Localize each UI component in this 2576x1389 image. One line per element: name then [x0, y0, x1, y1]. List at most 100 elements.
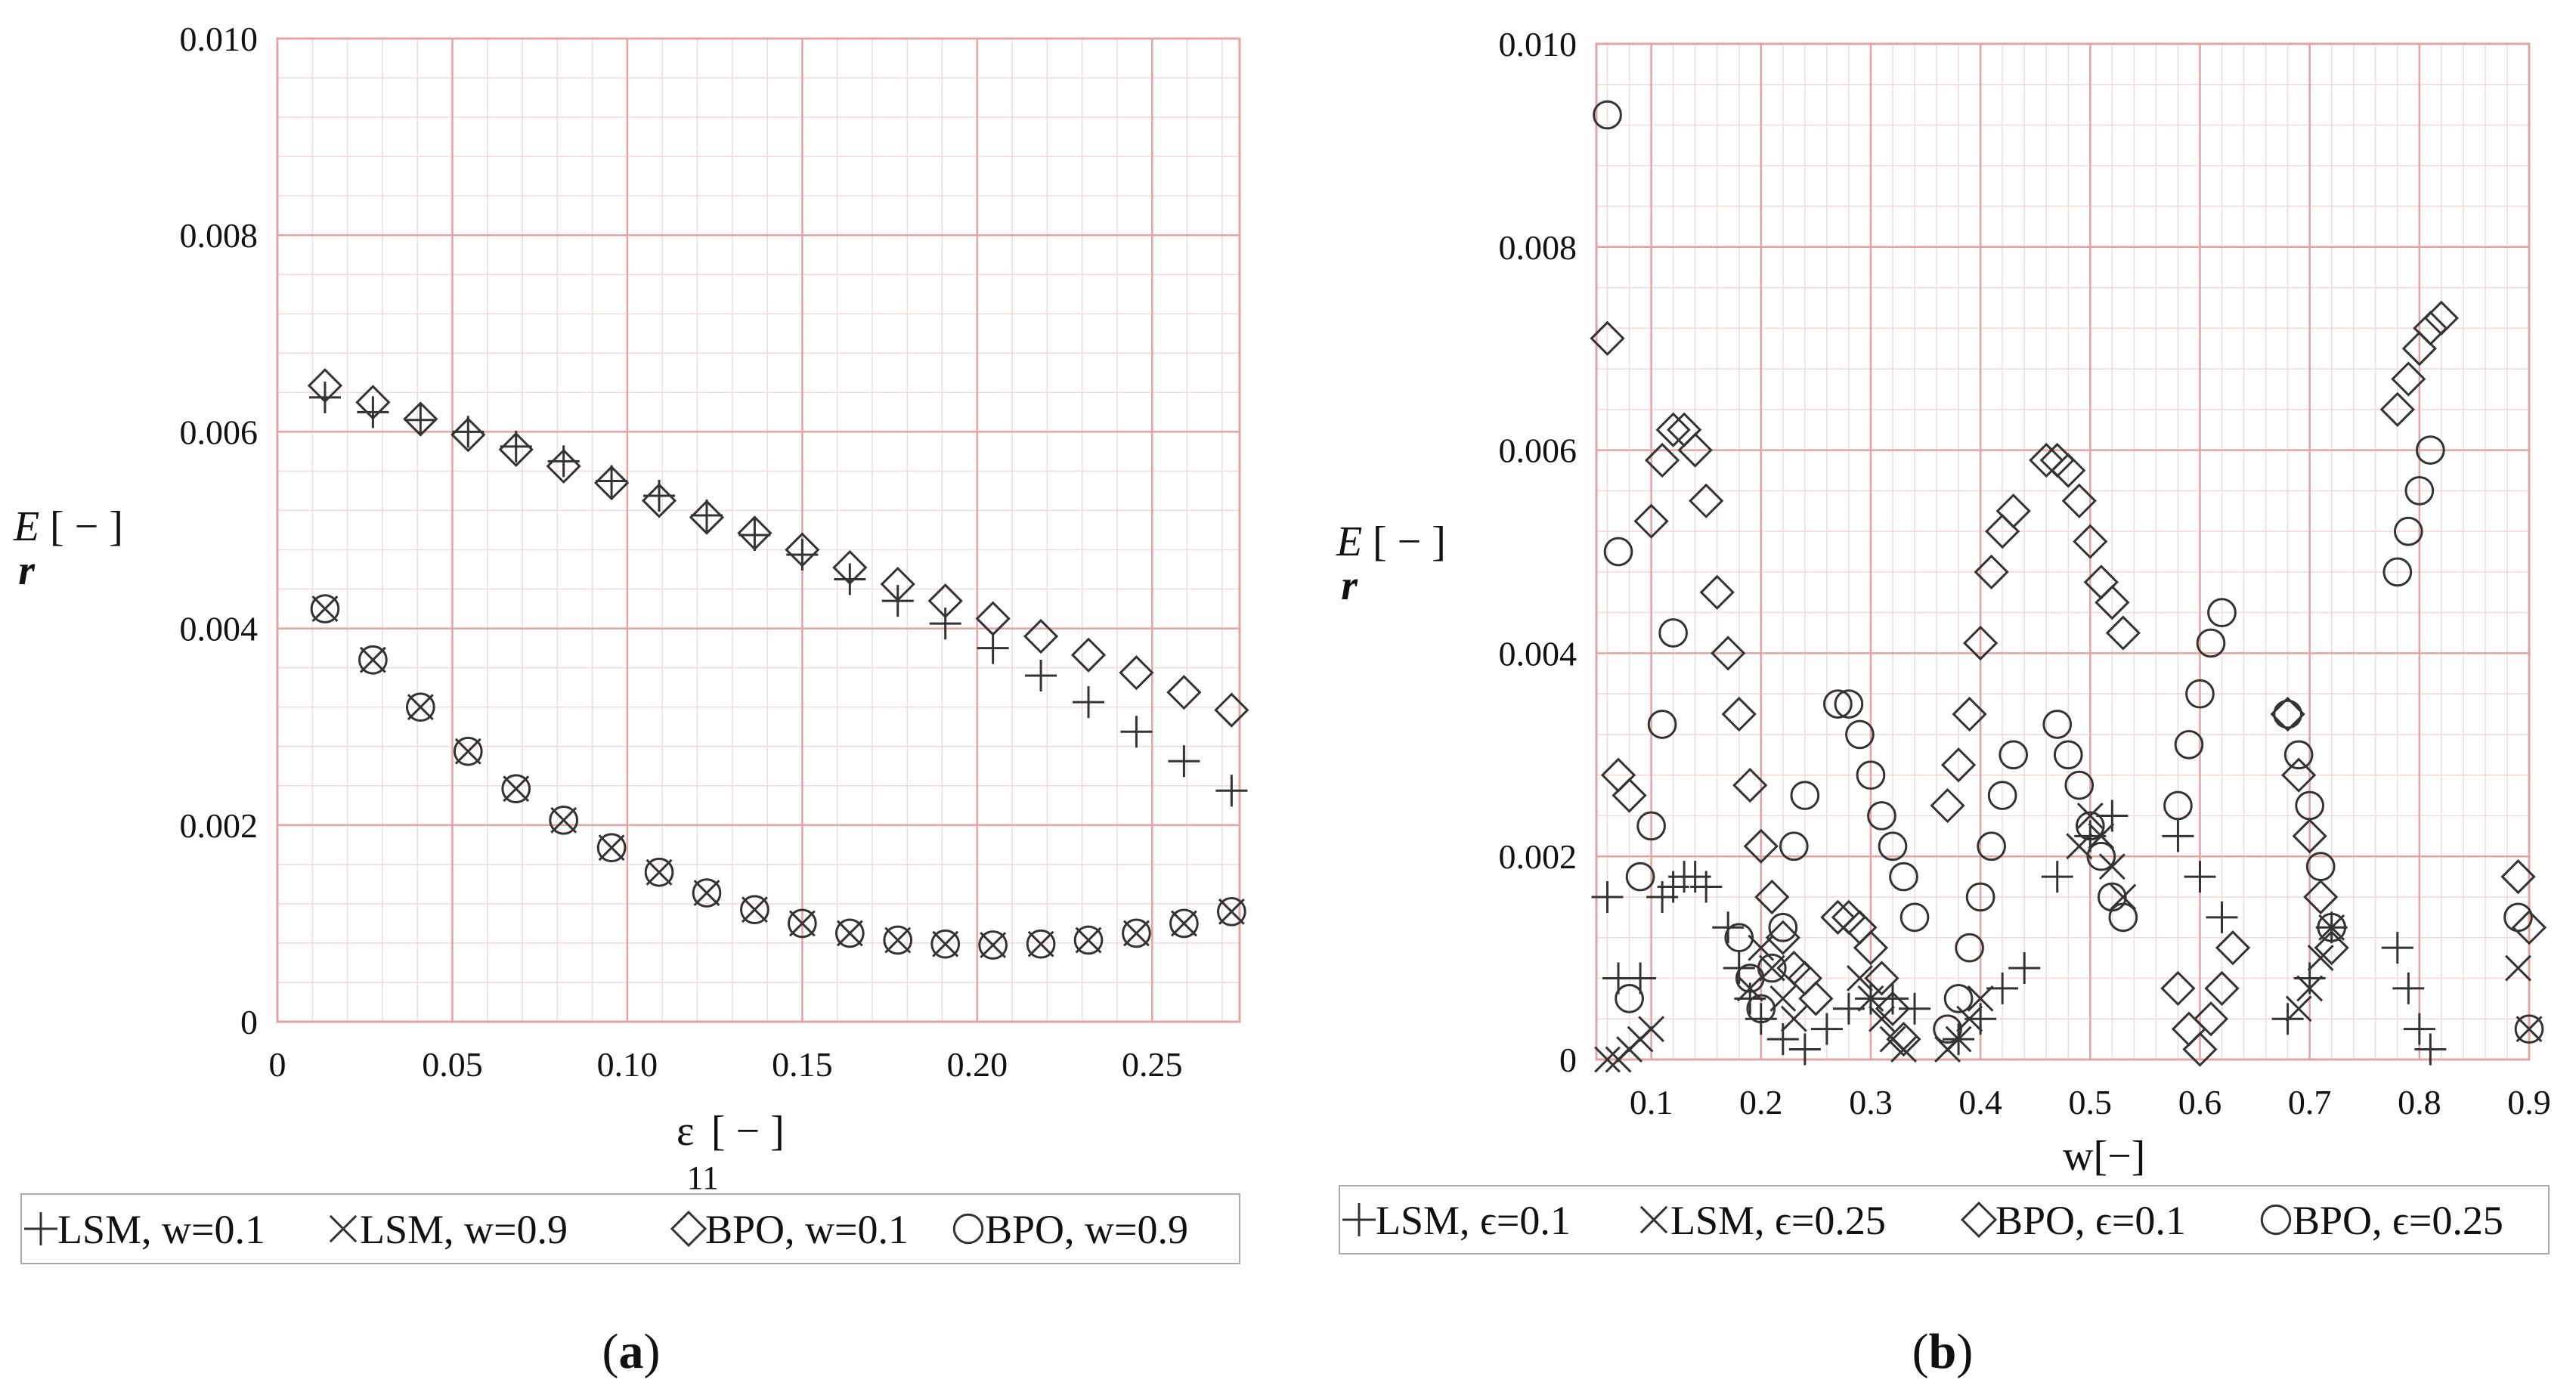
pb-data-point-diamond — [2413, 311, 2448, 346]
pa-data-point-circle — [1122, 918, 1151, 948]
pb-data-point-circle — [2382, 557, 2413, 587]
pb-data-point-circle — [1899, 902, 1930, 933]
pb-data-point-plus — [1690, 871, 1723, 903]
pa-data-point-diamond — [689, 500, 725, 535]
pa-data-point-plus — [977, 632, 1009, 664]
pa-data-point-cross — [932, 930, 959, 957]
pa-data-point-diamond — [450, 417, 486, 453]
pb-data-point-diamond — [1721, 696, 1757, 732]
pa-data-point-diamond — [785, 532, 820, 568]
pb-data-point-diamond — [1853, 930, 1889, 966]
pb-data-point-plus — [2403, 1013, 2435, 1045]
pa-data-point-cross — [311, 596, 339, 623]
pb-data-point-circle — [1636, 811, 1666, 841]
pb-data-point-cross — [1846, 965, 1873, 991]
pa-y-tick-label: 0.010 — [180, 20, 259, 58]
pa-data-point-cross — [1027, 930, 1054, 957]
pb-data-point-circle — [1625, 862, 1655, 892]
pb-data-point-circle — [1977, 831, 2006, 862]
pa-data-point-plus — [834, 563, 866, 596]
pa-y-tick-label: 0 — [240, 1003, 258, 1041]
pb-legend-label: LSM, ϵ=0.25 — [1670, 1198, 1886, 1243]
pa-data-point-diamond — [880, 566, 915, 602]
pb-data-point-circle — [1746, 994, 1776, 1024]
pa-data-point-plus — [929, 608, 961, 640]
pa-data-point-circle — [883, 925, 913, 955]
pb-data-point-cross — [1945, 1026, 1972, 1053]
pb-data-point-plus — [1788, 1033, 1821, 1066]
pa-data-point-cross — [884, 927, 912, 954]
pb-data-point-diamond — [2215, 930, 2251, 966]
pa-y-tick-label: 0.002 — [180, 806, 259, 845]
pb-data-point-plus — [2414, 1033, 2447, 1066]
pb-data-point-diamond — [1995, 493, 2031, 529]
pa-data-point-cross — [1075, 927, 1102, 954]
pb-data-point-cross — [2307, 945, 2334, 972]
pb-data-point-circle — [1999, 740, 2029, 770]
pb-legend-label: BPO, ϵ=0.25 — [2293, 1198, 2503, 1243]
pb-data-point-plus — [2206, 901, 2238, 933]
pa-data-point-plus — [1215, 775, 1248, 807]
pa-data-point-diamond — [498, 432, 534, 467]
pb-data-point-circle — [2185, 679, 2215, 709]
pa-data-point-diamond — [307, 368, 343, 404]
pb-data-point-circle — [1615, 984, 1644, 1013]
pb-data-point-cross — [1594, 1046, 1621, 1073]
pb-data-point-diamond — [1699, 574, 1735, 610]
pb-data-point-diamond — [1886, 1021, 1921, 1057]
pb-data-point-cross — [2076, 802, 2104, 829]
pa-data-point-diamond — [403, 401, 438, 437]
pa-x-tick-label: 0.25 — [1122, 1045, 1183, 1084]
pb-data-point-diamond — [1930, 787, 1965, 824]
pb-legend-label: LSM, ϵ=0.1 — [1376, 1198, 1571, 1243]
pb-x-tick-label: 0.5 — [2069, 1083, 2113, 1121]
pb-data-point-circle — [1867, 801, 1896, 831]
pb-y-tick-label: 0.002 — [1499, 837, 1577, 876]
pb-data-point-circle — [2393, 516, 2423, 546]
pb-data-point-circle — [2042, 710, 2073, 739]
pb-data-point-cross — [2516, 1016, 2543, 1043]
pa-data-point-plus — [452, 416, 485, 448]
pb-data-point-circle — [2295, 790, 2324, 821]
pb-data-point-circle — [1647, 710, 1677, 739]
pa-data-point-plus — [1025, 660, 1057, 692]
pb-data-point-circle — [2305, 852, 2336, 881]
pa-series-cross — [311, 596, 1245, 958]
pb-data-point-circle — [1658, 618, 1688, 648]
pa-series-plus — [308, 381, 1248, 807]
pb-data-point-plus — [1899, 992, 1931, 1025]
pb-legend-box — [1339, 1185, 2550, 1254]
pa-data-point-diamond — [1214, 692, 1249, 728]
pb-data-point-diamond — [2051, 453, 2086, 488]
pb-data-point-diamond — [2500, 858, 2536, 895]
pb-data-point-diamond — [2061, 483, 2097, 518]
pb-y-tick-label: 0.006 — [1499, 432, 1577, 470]
pb-data-point-plus — [1624, 962, 1657, 995]
pb-data-point-diamond — [2314, 930, 2349, 966]
pb-data-point-cross — [1736, 975, 1763, 1002]
pb-data-point-cross — [1890, 1036, 1917, 1063]
pa-data-point-circle — [978, 930, 1008, 960]
pb-data-point-diamond — [2073, 524, 2108, 559]
pa-data-point-cross — [550, 806, 577, 834]
pa-legend-label: LSM, w=0.9 — [360, 1207, 568, 1252]
pb-legend-marker-circle — [2260, 1204, 2292, 1236]
pa-data-point-diamond — [1070, 637, 1107, 673]
pb-data-point-diamond — [1754, 879, 1790, 915]
pb-data-point-diamond — [1644, 442, 1680, 478]
pa-data-point-plus — [690, 499, 723, 531]
chart-panel-b: 0 0.002 0.004 0.006 0.008 0.010 0.1 0.2 0.3 0.4 0.… — [1336, 25, 2551, 1379]
pb-x-tick-label: 0.9 — [2507, 1083, 2551, 1121]
pb-data-point-circle — [1603, 537, 1633, 567]
pa-plot-frame — [276, 37, 1241, 1023]
pb-legend-marker-cross — [1639, 1205, 1668, 1234]
pb-data-point-circle — [1889, 862, 1918, 892]
pa-data-point-cross — [359, 646, 386, 673]
pa-data-point-cross — [454, 738, 481, 765]
pa-data-point-circle — [549, 805, 579, 835]
pb-data-point-circle — [1724, 923, 1754, 953]
pa-data-point-diamond — [1119, 655, 1154, 691]
pb-data-point-circle — [1955, 933, 1984, 963]
